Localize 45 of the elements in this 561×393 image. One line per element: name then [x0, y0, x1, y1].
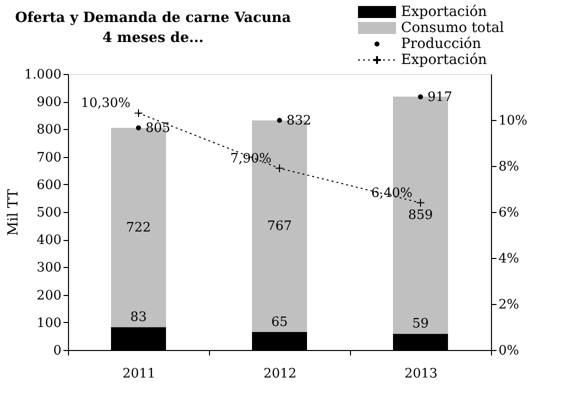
y-tick-label: 600 [36, 178, 62, 193]
point [418, 94, 423, 100]
point [416, 198, 425, 208]
y2-tick-label: 6% [498, 206, 520, 220]
data-label: 7,90% [230, 151, 272, 166]
chart-subtitle: 4 meses de... [102, 30, 204, 46]
legend-label: Consumo total [401, 20, 505, 36]
data-label: 65 [271, 315, 288, 330]
point [275, 164, 284, 173]
y-tick-label: 500 [36, 206, 62, 220]
point [136, 125, 141, 130]
y-axis-title: Mil TT [5, 188, 22, 236]
legend-label: Exportación [401, 52, 487, 68]
y2-tick-label: 0% [498, 344, 520, 358]
legend-label: Exportación [401, 4, 487, 20]
data-label: 83 [130, 310, 147, 326]
y-tick-label: 900 [36, 95, 62, 110]
data-label: 805 [146, 120, 170, 136]
y2-tick-label: 2% [498, 298, 520, 312]
data-label: 917 [428, 90, 452, 105]
point [277, 118, 282, 123]
data-label: 6,40% [371, 186, 412, 201]
y-tick-label: 300 [36, 260, 62, 276]
y-tick-label: 200 [36, 288, 62, 304]
chart-title: Oferta y Demanda de carne Vacuna [15, 10, 291, 26]
y2-tick-label: 10% [498, 114, 528, 128]
x-tick-label: 2012 [263, 366, 297, 382]
legend-label: Producción [401, 36, 482, 52]
x-tick-label: 2011 [122, 366, 156, 382]
y2-tick-label: 8% [498, 160, 520, 174]
data-label: 722 [126, 220, 151, 236]
data-label: 59 [412, 316, 429, 332]
y2-tick-label: 4% [498, 252, 520, 266]
data-label: 10,30% [80, 96, 130, 112]
y-tick-label: 700 [36, 150, 62, 166]
data-label: 832 [286, 113, 312, 128]
point [134, 108, 143, 118]
y-tick-label: 0 [53, 344, 62, 358]
y-tick-label: 800 [36, 122, 62, 138]
y-tick-label: 400 [36, 233, 62, 248]
y-tick-label: 1.000 [24, 68, 62, 82]
data-label: 859 [408, 208, 433, 224]
y-tick-label: 100 [36, 316, 62, 331]
x-tick-label: 2013 [404, 366, 438, 382]
data-label: 767 [267, 219, 292, 234]
